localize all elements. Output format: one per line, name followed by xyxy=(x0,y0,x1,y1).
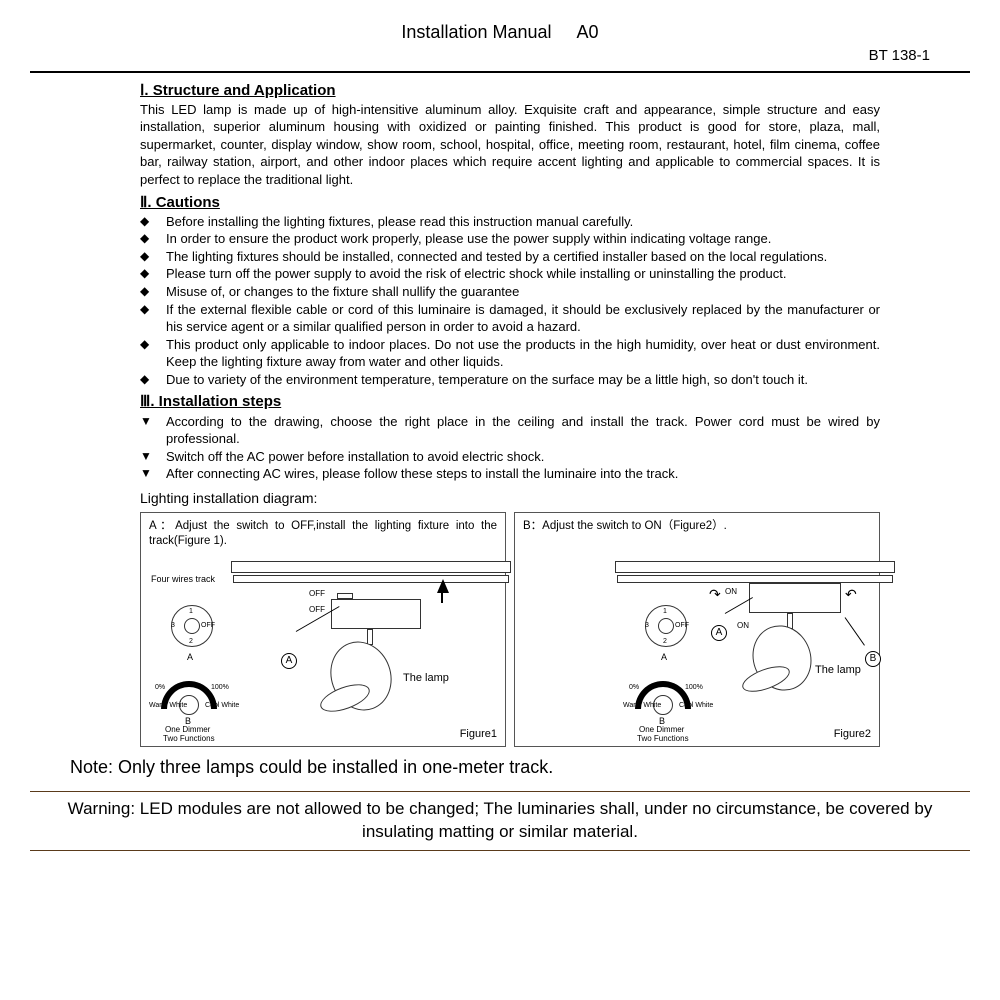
warning-text: Warning: LED modules are not allowed to … xyxy=(68,799,933,841)
diamond-icon: ◆ xyxy=(140,230,166,246)
diamond-icon: ◆ xyxy=(140,336,166,352)
caution-item: Before installing the lighting fixtures,… xyxy=(166,213,880,231)
lamp-label: The lamp xyxy=(815,663,861,678)
lamp-label: The lamp xyxy=(403,671,449,686)
diamond-icon: ◆ xyxy=(140,213,166,229)
diamond-icon: ◆ xyxy=(140,371,166,387)
step-item: After connecting AC wires, please follow… xyxy=(166,465,880,483)
cool-label: Cool White xyxy=(679,701,713,710)
diamond-icon: ◆ xyxy=(140,248,166,264)
triangle-icon: ▼ xyxy=(140,448,166,464)
arrow-stem xyxy=(441,593,443,603)
knob-num: 2 xyxy=(189,637,193,646)
pct0: 0% xyxy=(155,683,165,692)
cool-label: Cool White xyxy=(205,701,239,710)
note-text: Note: Only three lamps could be installe… xyxy=(30,755,970,779)
circle-a: A xyxy=(281,653,297,669)
caution-item: Misuse of, or changes to the fixture sha… xyxy=(166,283,880,301)
knob-num: 1 xyxy=(663,607,667,616)
off-label2: OFF xyxy=(309,605,325,616)
warm-label: Warm White xyxy=(623,701,661,710)
section1-head: Ⅰ. Structure and Application xyxy=(140,81,880,101)
diamond-icon: ◆ xyxy=(140,265,166,281)
up-arrow-icon xyxy=(437,579,449,593)
warm-label: Warm White xyxy=(149,701,187,710)
a-label: A xyxy=(661,651,667,663)
dimmer-line2: Two Functions xyxy=(163,734,215,745)
figure1-box: A：Adjust the switch to OFF,install the l… xyxy=(140,512,506,747)
track-bottom xyxy=(617,575,893,583)
cautions-list: ◆Before installing the lighting fixtures… xyxy=(140,213,880,388)
track-label: Four wires track xyxy=(151,573,215,585)
pointer-line xyxy=(845,617,865,645)
track-bottom xyxy=(233,575,509,583)
on-label2: ON xyxy=(737,621,749,632)
diamond-icon: ◆ xyxy=(140,283,166,299)
track-top xyxy=(615,561,895,573)
figure1-caption: A：Adjust the switch to OFF,install the l… xyxy=(149,519,497,550)
caution-item: The lighting fixtures should be installe… xyxy=(166,248,880,266)
section1-body: This LED lamp is made up of high-intensi… xyxy=(140,101,880,189)
caution-item: Please turn off the power supply to avoi… xyxy=(166,265,880,283)
adapter-box xyxy=(749,583,841,613)
content-area: Ⅰ. Structure and Application This LED la… xyxy=(30,81,970,747)
circle-b: B xyxy=(865,651,881,667)
section2-head: Ⅱ. Cautions xyxy=(140,193,880,213)
knob-num: 2 xyxy=(663,637,667,646)
knob-num: 1 xyxy=(189,607,193,616)
revision: A0 xyxy=(577,22,599,42)
track-top xyxy=(231,561,511,573)
doc-title: Installation Manual A0 xyxy=(30,20,970,44)
adapter-box xyxy=(331,599,421,629)
dimmer-line2: Two Functions xyxy=(637,734,689,745)
knob-inner xyxy=(658,618,674,634)
on-label: ON xyxy=(725,587,737,598)
knob-num: 3 xyxy=(171,621,175,630)
caution-item: This product only applicable to indoor p… xyxy=(166,336,880,371)
off-label: OFF xyxy=(309,589,325,600)
figure1-label: Figure1 xyxy=(460,727,497,742)
step-item: According to the drawing, choose the rig… xyxy=(166,413,880,448)
figure2-caption: B：Adjust the switch to ON（Figure2）. xyxy=(523,519,871,535)
warning-box: Warning: LED modules are not allowed to … xyxy=(30,791,970,851)
diagram-title: Lighting installation diagram: xyxy=(140,489,880,508)
curve-arrow-icon: ↷ xyxy=(709,585,721,604)
pct100: 100% xyxy=(211,683,229,692)
triangle-icon: ▼ xyxy=(140,413,166,429)
pct100: 100% xyxy=(685,683,703,692)
diamond-icon: ◆ xyxy=(140,301,166,317)
caution-item: In order to ensure the product work prop… xyxy=(166,230,880,248)
knob-num: 3 xyxy=(645,621,649,630)
curve-arrow-icon: ↶ xyxy=(845,585,857,604)
knob-off: OFF xyxy=(201,621,215,630)
caution-item: Due to variety of the environment temper… xyxy=(166,371,880,389)
diagram-row: A：Adjust the switch to OFF,install the l… xyxy=(140,512,880,747)
caution-item: If the external flexible cable or cord o… xyxy=(166,301,880,336)
steps-list: ▼According to the drawing, choose the ri… xyxy=(140,413,880,483)
adapter-clip xyxy=(337,593,353,599)
knob-off: OFF xyxy=(675,621,689,630)
a-label: A xyxy=(187,651,193,663)
title-text: Installation Manual xyxy=(401,22,551,42)
circle-a: A xyxy=(711,625,727,641)
figure2-label: Figure2 xyxy=(834,727,871,742)
triangle-icon: ▼ xyxy=(140,465,166,481)
section3-head: Ⅲ. Installation steps xyxy=(140,392,880,412)
product-code: BT 138-1 xyxy=(30,46,970,66)
knob-inner xyxy=(184,618,200,634)
figure2-box: B：Adjust the switch to ON（Figure2）. Four… xyxy=(514,512,880,747)
header-divider xyxy=(30,71,970,73)
step-item: Switch off the AC power before installat… xyxy=(166,448,880,466)
pct0: 0% xyxy=(629,683,639,692)
